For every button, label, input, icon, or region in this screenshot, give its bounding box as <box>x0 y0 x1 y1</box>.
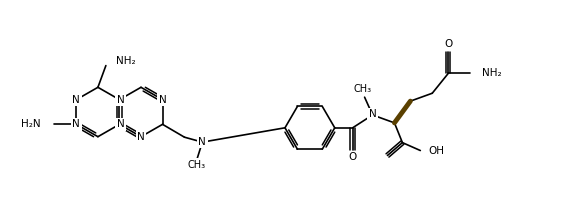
Text: N: N <box>72 95 80 105</box>
Text: CH₃: CH₃ <box>354 84 372 94</box>
Text: N: N <box>198 137 206 147</box>
Text: N: N <box>72 119 80 129</box>
Text: N: N <box>159 95 167 105</box>
Text: N: N <box>137 132 145 142</box>
Text: OH: OH <box>428 146 444 155</box>
Text: H₂N: H₂N <box>21 119 41 129</box>
Text: N: N <box>369 109 376 119</box>
Text: O: O <box>444 39 453 49</box>
Text: N: N <box>116 119 124 129</box>
Text: CH₃: CH₃ <box>188 160 206 170</box>
Text: NH₂: NH₂ <box>116 56 136 66</box>
Text: NH₂: NH₂ <box>482 69 502 78</box>
Text: O: O <box>349 152 357 162</box>
Text: N: N <box>116 95 124 105</box>
